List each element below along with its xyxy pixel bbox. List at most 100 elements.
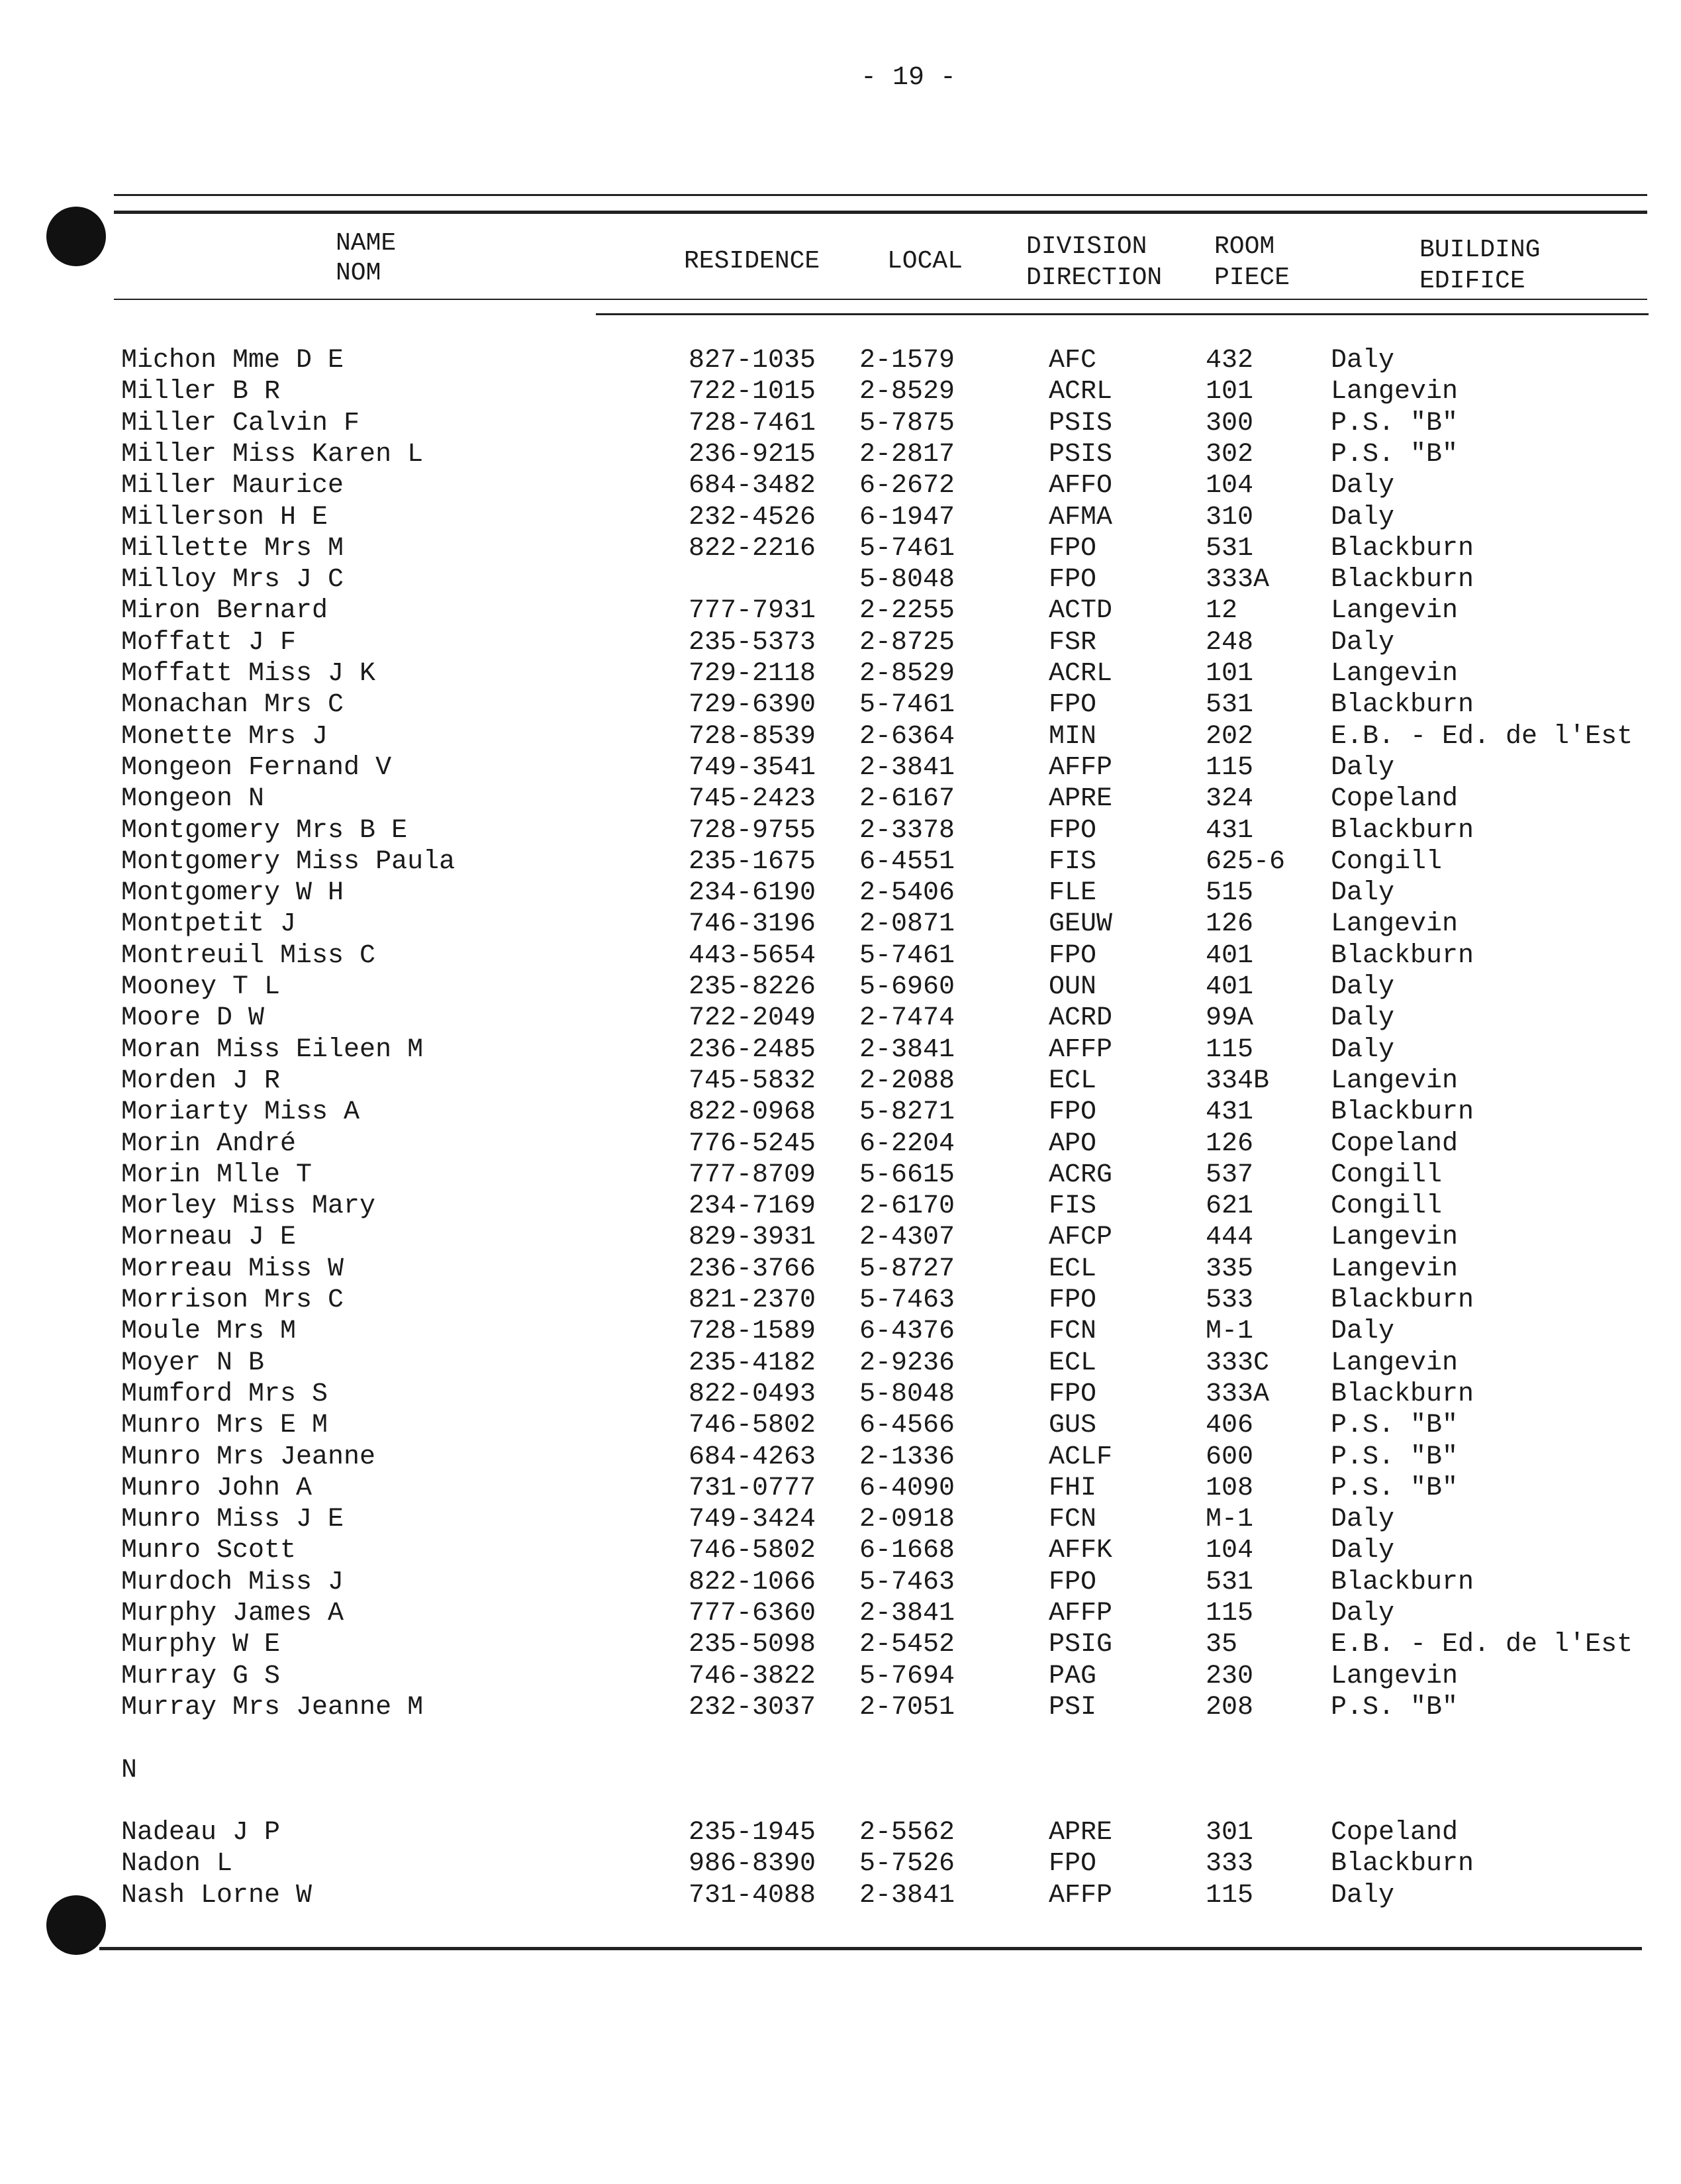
cell-name: Nash Lorne W <box>121 1880 312 1911</box>
cell-division: AFC <box>1049 346 1097 375</box>
cell-name: Nadeau J P <box>121 1818 281 1848</box>
cell-residence: 776-5245 <box>689 1128 816 1159</box>
cell-building: Blackburn <box>1331 940 1474 971</box>
cell-room: 401 <box>1206 972 1254 1002</box>
cell-residence: 235-5373 <box>689 627 816 658</box>
cell-division: PSIS <box>1049 408 1113 438</box>
cell-division: FPO <box>1049 940 1097 971</box>
cell-building: Langevin <box>1331 1066 1459 1096</box>
header-building: BUILDING <box>1419 236 1541 264</box>
cell-local: 2-0871 <box>859 909 955 940</box>
cell-local: 6-1668 <box>859 1536 955 1566</box>
cell-room: 202 <box>1206 721 1254 752</box>
cell-division: FPO <box>1049 1285 1097 1315</box>
cell-building: Langevin <box>1331 1222 1459 1253</box>
cell-room: 333A <box>1206 1379 1270 1409</box>
cell-room: 99A <box>1206 1003 1254 1034</box>
cell-local: 5-6960 <box>859 972 955 1002</box>
cell-division: ECL <box>1049 1066 1097 1096</box>
cell-local: 5-7526 <box>859 1849 955 1879</box>
cell-name: Miller Calvin F <box>121 408 360 438</box>
cell-division: AFFP <box>1049 1599 1113 1628</box>
cell-name: Morrison Mrs C <box>121 1285 344 1315</box>
cell-building: Congill <box>1331 1191 1443 1222</box>
cell-name: Montgomery Mrs B E <box>121 815 408 846</box>
cell-residence: 232-3037 <box>689 1692 816 1722</box>
cell-local: 5-7461 <box>859 940 955 971</box>
cell-name: Montgomery Miss Paula <box>121 846 456 877</box>
cell-room: M-1 <box>1206 1505 1254 1535</box>
punch-hole <box>46 1895 106 1955</box>
cell-room: 515 <box>1206 878 1254 909</box>
cell-building: Daly <box>1331 1880 1395 1911</box>
cell-division: FPO <box>1049 1097 1097 1128</box>
cell-name: Murray Mrs Jeanne M <box>121 1692 424 1722</box>
header-local: LOCAL <box>887 247 963 275</box>
cell-name: Morley Miss Mary <box>121 1191 376 1222</box>
cell-building: P.S. "B" <box>1331 439 1459 470</box>
cell-division: AFFP <box>1049 1880 1113 1911</box>
cell-room: 101 <box>1206 377 1254 407</box>
cell-residence: 728-9755 <box>689 815 816 846</box>
header-room: ROOM <box>1214 232 1275 261</box>
cell-room: 324 <box>1206 784 1254 815</box>
cell-local: 5-7463 <box>859 1285 955 1315</box>
cell-building: Daly <box>1331 1003 1395 1034</box>
cell-division: ACRL <box>1049 659 1113 689</box>
cell-building: P.S. "B" <box>1331 1442 1459 1472</box>
cell-residence: 235-4182 <box>689 1348 816 1378</box>
cell-local: 5-6615 <box>859 1160 955 1190</box>
cell-local: 5-8048 <box>859 565 955 595</box>
cell-name: Munro Scott <box>121 1536 297 1566</box>
cell-division: FPO <box>1049 1567 1097 1597</box>
cell-building: Langevin <box>1331 377 1459 407</box>
cell-name: Morin Mlle T <box>121 1160 312 1190</box>
cell-name: Mongeon Fernand V <box>121 752 392 783</box>
cell-building: Daly <box>1331 1316 1395 1347</box>
cell-building: E.B. - Ed. de l'Est <box>1331 721 1633 752</box>
cell-building: P.S. "B" <box>1331 1473 1459 1503</box>
header-bottom-rule <box>596 313 1649 315</box>
cell-division: PSIG <box>1049 1630 1113 1660</box>
cell-building: P.S. "B" <box>1331 408 1459 438</box>
cell-division: FPO <box>1049 1379 1097 1409</box>
cell-division: FPO <box>1049 815 1097 846</box>
cell-room: 115 <box>1206 1880 1254 1911</box>
cell-name: Moule Mrs M <box>121 1316 297 1347</box>
cell-residence: 729-2118 <box>689 659 816 689</box>
cell-room: 621 <box>1206 1191 1254 1222</box>
cell-residence: 777-6360 <box>689 1599 816 1628</box>
cell-local: 2-9236 <box>859 1348 955 1378</box>
cell-residence: 236-2485 <box>689 1034 816 1065</box>
cell-name: Morin André <box>121 1128 297 1159</box>
cell-name: Murphy James A <box>121 1599 344 1628</box>
header-top-rule <box>114 194 1647 196</box>
cell-local: 2-2255 <box>859 596 955 626</box>
cell-local: 5-7875 <box>859 408 955 438</box>
cell-room: 401 <box>1206 940 1254 971</box>
cell-name: Moyer N B <box>121 1348 265 1378</box>
cell-division: AFFO <box>1049 471 1113 501</box>
cell-room: 531 <box>1206 690 1254 720</box>
cell-local: 2-2088 <box>859 1066 955 1096</box>
section-letter: N <box>121 1755 138 1785</box>
cell-building: Copeland <box>1331 1818 1459 1848</box>
cell-division: GEUW <box>1049 909 1113 940</box>
cell-building: Blackburn <box>1331 1567 1474 1597</box>
cell-residence: 232-4526 <box>689 502 816 532</box>
cell-division: FCN <box>1049 1316 1097 1347</box>
cell-residence: 777-8709 <box>689 1160 816 1190</box>
cell-local: 2-5406 <box>859 878 955 909</box>
cell-residence: 234-6190 <box>689 878 816 909</box>
cell-division: FCN <box>1049 1505 1097 1535</box>
cell-local: 5-7463 <box>859 1567 955 1597</box>
cell-residence: 728-8539 <box>689 721 816 752</box>
cell-room: 310 <box>1206 502 1254 532</box>
cell-name: Mumford Mrs S <box>121 1379 328 1409</box>
cell-name: Munro Miss J E <box>121 1505 344 1535</box>
cell-local: 2-3841 <box>859 1599 955 1628</box>
cell-local: 6-4376 <box>859 1316 955 1347</box>
cell-room: 444 <box>1206 1222 1254 1253</box>
cell-local: 2-7474 <box>859 1003 955 1034</box>
cell-local: 6-2204 <box>859 1128 955 1159</box>
